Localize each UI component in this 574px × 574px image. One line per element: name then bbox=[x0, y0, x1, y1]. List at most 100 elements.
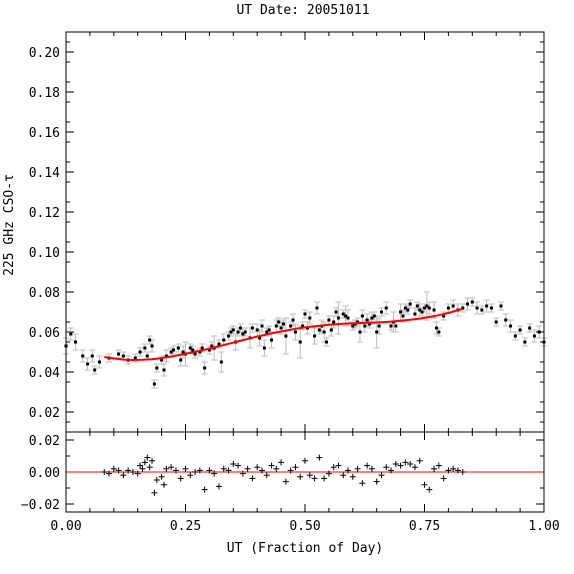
x-tick-label: 0.25 bbox=[170, 519, 201, 534]
residual-point bbox=[373, 478, 380, 485]
data-point bbox=[394, 324, 398, 328]
data-point bbox=[334, 310, 338, 314]
data-point bbox=[148, 338, 152, 342]
residual-point bbox=[349, 473, 356, 480]
residual-point bbox=[225, 467, 232, 474]
data-point bbox=[315, 306, 319, 310]
data-point bbox=[164, 354, 168, 358]
data-point bbox=[172, 348, 176, 352]
residual-plot-frame bbox=[65, 431, 545, 513]
data-point bbox=[532, 334, 536, 338]
residual-y-tick-label: 0.00 bbox=[29, 466, 60, 481]
residual-point bbox=[287, 467, 294, 474]
residual-point bbox=[416, 457, 423, 464]
main-y-tick-labels: 0.02 0.04 0.06 0.08 0.10 0.12 0.14 0.16 0.18 0.20 bbox=[29, 46, 60, 421]
data-point bbox=[403, 306, 407, 310]
data-point bbox=[236, 330, 240, 334]
main-axis-ticks bbox=[65, 32, 545, 432]
data-point bbox=[375, 330, 379, 334]
data-point bbox=[293, 330, 297, 334]
residual-point bbox=[187, 472, 194, 479]
data-point bbox=[356, 320, 360, 324]
residual-point bbox=[316, 454, 323, 461]
data-point bbox=[406, 308, 410, 312]
data-point bbox=[258, 336, 262, 340]
data-point bbox=[346, 316, 350, 320]
residual-point bbox=[211, 470, 218, 477]
residual-point bbox=[139, 465, 146, 472]
residual-point bbox=[268, 462, 275, 469]
residual-point bbox=[383, 464, 390, 471]
main-y-tick-label: 0.08 bbox=[29, 286, 60, 301]
data-point bbox=[262, 346, 266, 350]
data-point bbox=[198, 350, 202, 354]
residual-point bbox=[254, 464, 261, 471]
data-point bbox=[451, 304, 455, 308]
data-point bbox=[145, 354, 149, 358]
residual-point bbox=[177, 475, 184, 482]
x-tick-labels: 0.00 0.25 0.50 0.75 1.00 bbox=[50, 519, 559, 534]
data-point bbox=[143, 346, 147, 350]
residual-point bbox=[435, 462, 442, 469]
residual-point bbox=[149, 457, 156, 464]
residual-point bbox=[172, 467, 179, 474]
data-point bbox=[379, 310, 383, 314]
main-y-tick-label: 0.10 bbox=[29, 246, 60, 261]
residual-point bbox=[354, 465, 361, 472]
data-point bbox=[360, 314, 364, 318]
data-point bbox=[210, 344, 214, 348]
data-point bbox=[155, 366, 159, 370]
data-point bbox=[133, 356, 137, 360]
main-plot-frame bbox=[65, 31, 545, 433]
data-points bbox=[64, 300, 546, 386]
data-point bbox=[494, 320, 498, 324]
chart-title: UT Date: 20051011 bbox=[236, 3, 369, 18]
data-point bbox=[537, 330, 541, 334]
residual-points bbox=[101, 454, 466, 496]
data-point bbox=[442, 314, 446, 318]
residual-point bbox=[160, 481, 167, 488]
residual-axis-ticks bbox=[65, 432, 545, 512]
residual-point bbox=[407, 461, 414, 467]
data-point bbox=[207, 348, 211, 352]
data-point bbox=[90, 354, 94, 358]
data-point bbox=[169, 350, 173, 354]
data-point bbox=[265, 330, 269, 334]
data-point bbox=[365, 318, 369, 322]
data-point bbox=[138, 350, 142, 354]
data-point bbox=[298, 340, 302, 344]
data-point bbox=[284, 334, 288, 338]
data-point bbox=[499, 304, 503, 308]
residual-y-tick-label: 0.02 bbox=[29, 434, 60, 449]
residual-point bbox=[340, 472, 347, 479]
data-point bbox=[281, 322, 285, 326]
data-point bbox=[475, 306, 479, 310]
data-point bbox=[432, 308, 436, 312]
main-y-tick-label: 0.20 bbox=[29, 46, 60, 61]
data-point bbox=[308, 316, 312, 320]
data-point bbox=[370, 316, 374, 320]
data-point bbox=[372, 314, 376, 318]
data-point bbox=[461, 306, 465, 310]
data-point bbox=[418, 308, 422, 312]
data-point bbox=[434, 326, 438, 330]
residual-point bbox=[364, 462, 371, 469]
residual-point bbox=[311, 475, 318, 482]
data-point bbox=[93, 368, 97, 372]
residual-point bbox=[125, 467, 132, 474]
residual-point bbox=[459, 469, 466, 475]
data-point bbox=[219, 360, 223, 364]
residual-point bbox=[325, 470, 332, 477]
residual-y-tick-labels: −0.02 0.00 0.02 bbox=[21, 434, 60, 513]
main-y-tick-label: 0.02 bbox=[29, 406, 60, 421]
data-point bbox=[188, 346, 192, 350]
data-point bbox=[420, 310, 424, 314]
residual-point bbox=[244, 465, 251, 472]
data-point bbox=[425, 304, 429, 308]
residual-point bbox=[110, 465, 117, 472]
data-point bbox=[427, 306, 431, 310]
x-tick-label: 0.75 bbox=[409, 519, 440, 534]
data-point bbox=[513, 334, 517, 338]
residual-point bbox=[151, 489, 158, 496]
